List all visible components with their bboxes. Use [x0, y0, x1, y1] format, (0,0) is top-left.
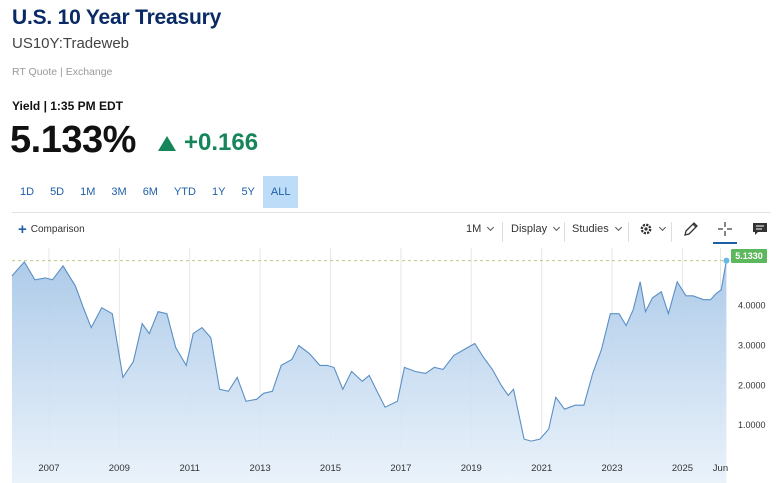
last-price: 5.133%	[10, 119, 136, 161]
last-value-label: 5.1330	[731, 249, 767, 263]
plus-icon: +	[18, 220, 27, 238]
y-tick-label: 4.0000	[738, 301, 766, 311]
comparison-button[interactable]: + Comparison	[18, 220, 85, 238]
chevron-down-icon	[487, 223, 495, 232]
chevron-down-icon	[658, 223, 667, 232]
studies-label: Studies	[572, 223, 609, 235]
range-5y-button[interactable]: 5Y	[241, 186, 255, 198]
chart-toolbar: + Comparison 1M Display Studies	[0, 218, 783, 246]
last-value-dot	[723, 257, 730, 264]
yield-line	[11, 260, 727, 442]
x-tick-label: 2015	[320, 463, 341, 474]
range-selector: 1D 5D 1M 3M 6M YTD 1Y 5Y ALL	[12, 176, 299, 208]
gear-icon	[640, 223, 652, 235]
range-all-button[interactable]: ALL	[262, 176, 299, 208]
x-tick-label: 2009	[109, 463, 130, 474]
x-tick-label: 2007	[38, 463, 59, 474]
chevron-down-icon	[553, 223, 561, 232]
x-tick-label: 2013	[250, 463, 271, 474]
range-3m-button[interactable]: 3M	[111, 186, 127, 198]
pencil-icon	[684, 222, 698, 236]
crosshair-button[interactable]	[717, 221, 733, 237]
display-label: Display	[511, 223, 548, 235]
range-6m-button[interactable]: 6M	[142, 186, 158, 198]
yield-area-fill	[12, 260, 727, 483]
toolbar-separator	[502, 222, 503, 242]
comment-button[interactable]	[752, 221, 768, 237]
x-tick-label: 2017	[390, 463, 411, 474]
range-1d-button[interactable]: 1D	[20, 186, 35, 198]
toolbar-separator	[671, 222, 672, 242]
range-1y-button[interactable]: 1Y	[211, 186, 226, 198]
price-change-value: +0.166	[184, 129, 259, 156]
x-tick-label: 2011	[180, 463, 200, 474]
x-tick-label: Jun	[713, 463, 728, 474]
yield-chart[interactable]: 1.0000 2.0000 3.0000 4.0000 2007 2009 2011 201…	[0, 246, 783, 483]
toolbar-separator	[628, 222, 629, 242]
settings-dropdown[interactable]	[639, 222, 667, 236]
x-tick-label: 2019	[461, 463, 482, 474]
range-1m-button[interactable]: 1M	[80, 186, 96, 198]
display-dropdown[interactable]: Display	[511, 223, 561, 235]
active-tool-indicator	[713, 242, 737, 244]
comment-icon	[753, 223, 767, 235]
y-tick-label: 3.0000	[738, 341, 766, 351]
comparison-label: Comparison	[30, 224, 85, 235]
x-tick-label: 2025	[672, 463, 693, 474]
yield-timestamp: Yield | 1:35 PM EDT	[12, 99, 123, 113]
interval-dropdown[interactable]: 1M	[466, 223, 495, 235]
range-ytd-button[interactable]: YTD	[173, 186, 196, 198]
y-tick-label: 2.0000	[738, 380, 766, 390]
toolbar-separator	[564, 222, 565, 242]
symbol-subtitle: US10Y:Tradeweb	[12, 35, 130, 52]
chevron-down-icon	[614, 223, 622, 232]
x-tick-label: 2023	[601, 463, 622, 474]
page-title: U.S. 10 Year Treasury	[12, 6, 222, 29]
range-5d-button[interactable]: 5D	[50, 186, 65, 198]
crosshair-icon	[718, 222, 732, 236]
studies-dropdown[interactable]: Studies	[572, 223, 622, 235]
section-divider	[12, 212, 771, 213]
price-change: +0.166	[158, 129, 258, 157]
draw-tool-button[interactable]	[683, 221, 699, 237]
y-tick-label: 1.0000	[738, 420, 766, 430]
up-arrow-icon	[158, 135, 176, 151]
quote-source: RT Quote | Exchange	[12, 66, 113, 78]
x-tick-label: 2021	[531, 463, 552, 474]
interval-label: 1M	[466, 223, 482, 235]
